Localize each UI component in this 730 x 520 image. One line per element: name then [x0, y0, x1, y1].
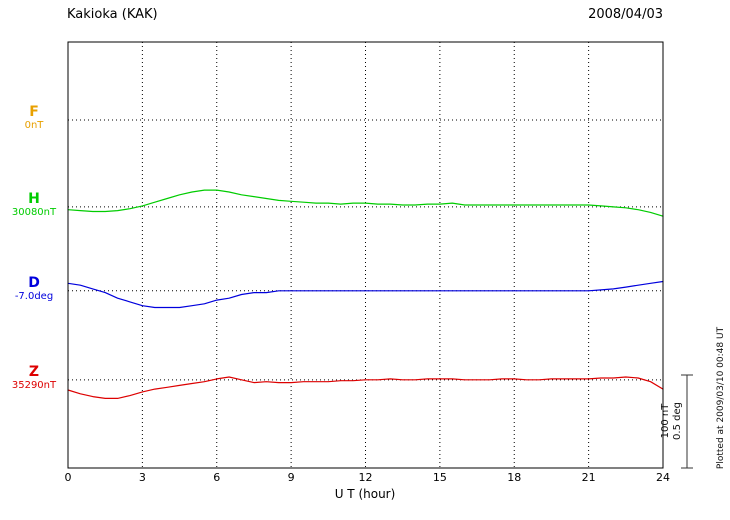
page-title: Kakioka (KAK)	[67, 7, 158, 22]
trace-label-H: H 30080nT	[4, 191, 64, 219]
trace-letter-F: F	[29, 104, 39, 120]
trace-Z	[67, 376, 664, 399]
plotted-at-note: Plotted at 2009/03/10 00:48 UT	[716, 326, 726, 470]
scale-value-nt: 100 nT	[660, 403, 671, 439]
scale-value-deg: 0.5 deg	[672, 402, 683, 440]
trace-baseline-F: 0nT	[24, 120, 44, 131]
trace-H	[67, 189, 664, 217]
x-axis-label: U T (hour)	[334, 487, 396, 501]
x-tick-label: 12	[358, 471, 373, 484]
x-tick-label: 3	[138, 471, 146, 484]
x-tick-label: 0	[64, 471, 72, 484]
plot-frame	[67, 41, 664, 469]
trace-letter-Z: Z	[28, 364, 40, 380]
date-label: 2008/04/03	[588, 7, 663, 22]
trace-label-Z: Z 35290nT	[4, 364, 64, 392]
scale-bar-label: 100 nT 0.5 deg	[660, 375, 684, 467]
x-tick-label: 9	[287, 471, 295, 484]
trace-label-D: D -7.0deg	[4, 275, 64, 303]
trace-letter-D: D	[28, 275, 40, 291]
trace-letter-H: H	[28, 191, 40, 207]
x-tick-label: 6	[213, 471, 221, 484]
trace-label-F: F 0nT	[4, 104, 64, 132]
x-tick-label: 15	[432, 471, 447, 484]
trace-baseline-H: 30080nT	[11, 207, 57, 218]
x-tick-label: 21	[581, 471, 596, 484]
trace-baseline-D: -7.0deg	[14, 291, 54, 302]
trace-baseline-Z: 35290nT	[11, 380, 57, 391]
x-tick-label: 18	[507, 471, 522, 484]
trace-D	[67, 280, 664, 309]
x-tick-label: 24	[656, 471, 670, 484]
